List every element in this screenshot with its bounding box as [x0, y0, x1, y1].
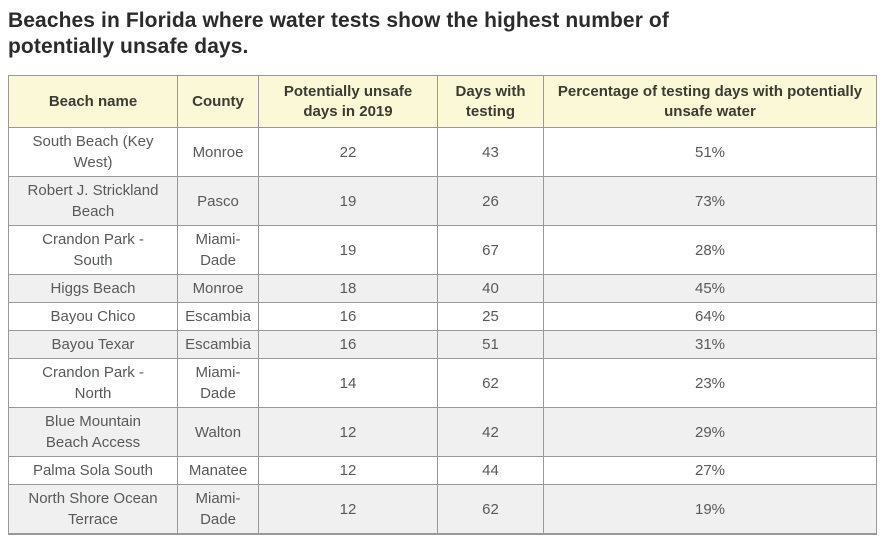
table-row: Palma Sola South Manatee 12 44 27% — [8, 456, 877, 485]
cell-beach-name: Bayou Chico — [8, 302, 178, 331]
table-row: Bayou Chico Escambia 16 25 64% — [8, 302, 877, 331]
cell-county: Miami-Dade — [177, 225, 259, 275]
cell-beach-name: Palma Sola South — [8, 456, 178, 485]
cell-county: Escambia — [177, 330, 259, 359]
cell-unsafe-days: 12 — [258, 456, 438, 485]
cell-county: Walton — [177, 407, 259, 457]
cell-days-with-testing: 62 — [437, 358, 544, 408]
cell-percentage: 31% — [543, 330, 877, 359]
cell-days-with-testing: 26 — [437, 176, 544, 226]
cell-percentage: 29% — [543, 407, 877, 457]
cell-beach-name: Crandon Park - South — [8, 225, 178, 275]
col-header-beach-name: Beach name — [8, 75, 178, 128]
cell-days-with-testing: 42 — [437, 407, 544, 457]
cell-percentage: 45% — [543, 274, 877, 303]
cell-beach-name: North Shore Ocean Terrace — [8, 484, 178, 535]
cell-unsafe-days: 12 — [258, 407, 438, 457]
cell-days-with-testing: 43 — [437, 127, 544, 177]
cell-days-with-testing: 51 — [437, 330, 544, 359]
cell-county: Manatee — [177, 456, 259, 485]
table-row: South Beach (Key West) Monroe 22 43 51% — [8, 127, 877, 177]
cell-beach-name: Higgs Beach — [8, 274, 178, 303]
cell-percentage: 23% — [543, 358, 877, 408]
cell-county: Miami-Dade — [177, 358, 259, 408]
cell-county: Miami-Dade — [177, 484, 259, 535]
cell-percentage: 51% — [543, 127, 877, 177]
cell-days-with-testing: 40 — [437, 274, 544, 303]
col-header-unsafe-days: Potentially unsafe days in 2019 — [258, 75, 438, 128]
cell-unsafe-days: 19 — [258, 225, 438, 275]
table-header-row: Beach name County Potentially unsafe day… — [8, 75, 877, 128]
cell-county: Pasco — [177, 176, 259, 226]
cell-percentage: 64% — [543, 302, 877, 331]
cell-beach-name: Bayou Texar — [8, 330, 178, 359]
cell-county: Escambia — [177, 302, 259, 331]
cell-unsafe-days: 22 — [258, 127, 438, 177]
cell-days-with-testing: 44 — [437, 456, 544, 485]
cell-days-with-testing: 67 — [437, 225, 544, 275]
table-row: Bayou Texar Escambia 16 51 31% — [8, 330, 877, 359]
cell-days-with-testing: 25 — [437, 302, 544, 331]
cell-unsafe-days: 19 — [258, 176, 438, 226]
page-title: Beaches in Florida where water tests sho… — [8, 9, 669, 58]
table-row: North Shore Ocean Terrace Miami-Dade 12 … — [8, 484, 877, 535]
cell-beach-name: South Beach (Key West) — [8, 127, 178, 177]
col-header-county: County — [177, 75, 259, 128]
cell-unsafe-days: 18 — [258, 274, 438, 303]
cell-unsafe-days: 16 — [258, 330, 438, 359]
cell-percentage: 28% — [543, 225, 877, 275]
cell-percentage: 27% — [543, 456, 877, 485]
table-row: Robert J. Strickland Beach Pasco 19 26 7… — [8, 176, 877, 226]
table-row: Higgs Beach Monroe 18 40 45% — [8, 274, 877, 303]
col-header-days-with-testing: Days with testing — [437, 75, 544, 128]
cell-unsafe-days: 12 — [258, 484, 438, 535]
beaches-table: Beach name County Potentially unsafe day… — [8, 75, 877, 535]
cell-county: Monroe — [177, 127, 259, 177]
cell-percentage: 19% — [543, 484, 877, 535]
cell-percentage: 73% — [543, 176, 877, 226]
cell-beach-name: Crandon Park - North — [8, 358, 178, 408]
col-header-percentage: Percentage of testing days with potentia… — [543, 75, 877, 128]
cell-county: Monroe — [177, 274, 259, 303]
cell-unsafe-days: 16 — [258, 302, 438, 331]
cell-unsafe-days: 14 — [258, 358, 438, 408]
table-row: Crandon Park - North Miami-Dade 14 62 23… — [8, 358, 877, 408]
cell-beach-name: Robert J. Strickland Beach — [8, 176, 178, 226]
table-row: Crandon Park - South Miami-Dade 19 67 28… — [8, 225, 877, 275]
cell-days-with-testing: 62 — [437, 484, 544, 535]
cell-beach-name: Blue Mountain Beach Access — [8, 407, 178, 457]
table-row: Blue Mountain Beach Access Walton 12 42 … — [8, 407, 877, 457]
